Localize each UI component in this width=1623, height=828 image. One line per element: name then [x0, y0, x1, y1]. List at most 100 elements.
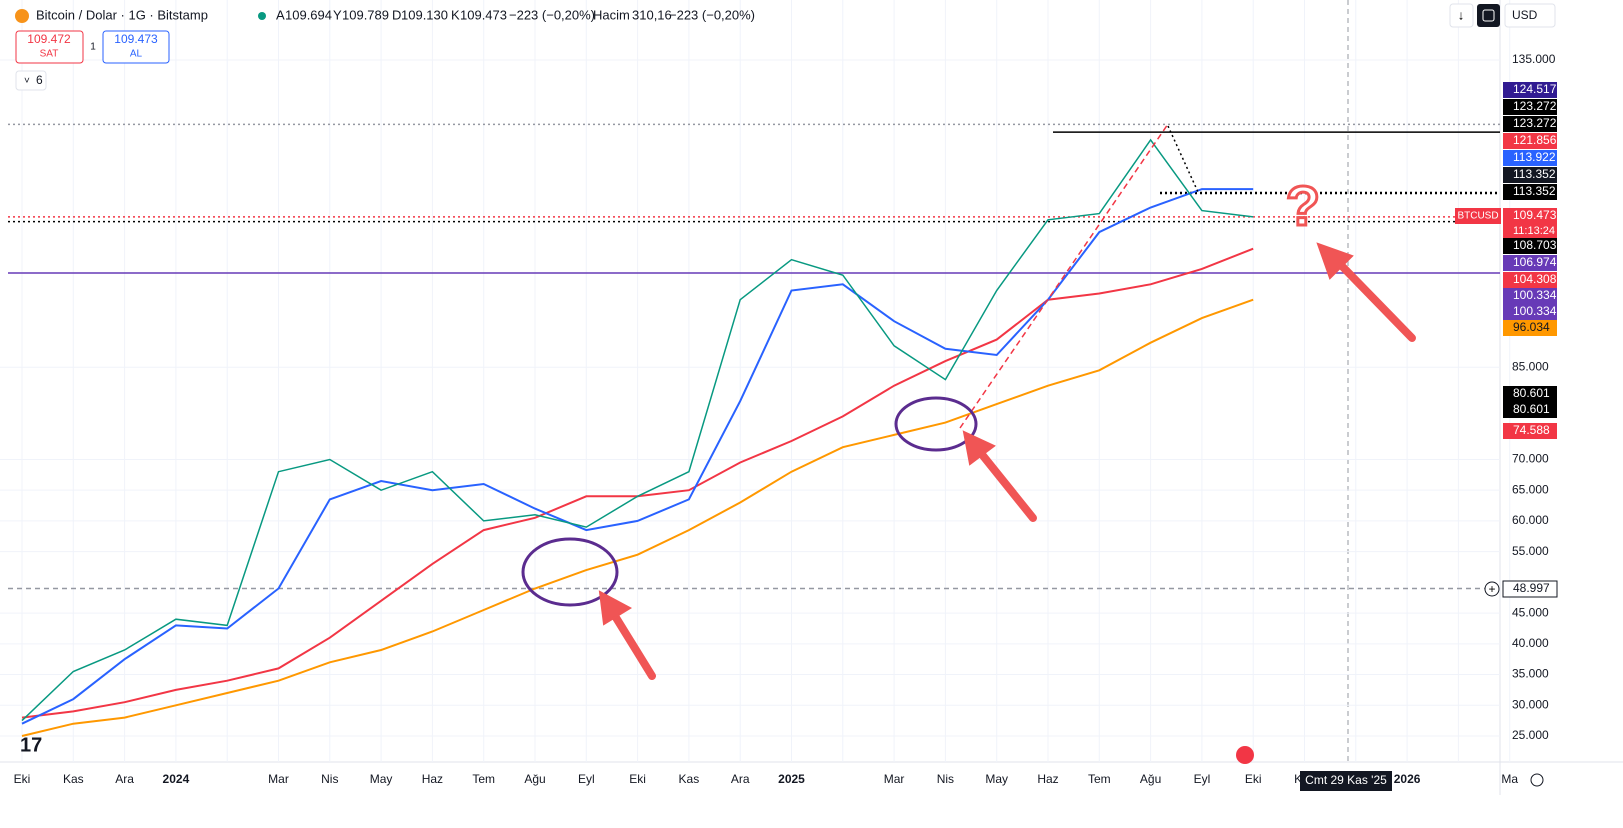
fullscreen-icon — [1482, 9, 1495, 22]
currency-select[interactable] — [1504, 3, 1556, 28]
y-tick-label: 70.000 — [1512, 452, 1549, 466]
price-label: 74.588 — [1513, 423, 1550, 437]
price-label-box — [1503, 272, 1557, 288]
buy-price: 109.473 — [114, 32, 158, 46]
price-label-box — [1503, 150, 1557, 166]
sell-price: 109.472 — [27, 32, 71, 46]
y-tick-label: 85.000 — [1512, 359, 1549, 373]
fullscreen-button[interactable] — [1477, 4, 1500, 27]
price-label-box — [1503, 304, 1557, 320]
price-label: 113.352 — [1513, 184, 1556, 198]
currency: USD — [1512, 8, 1538, 22]
price-label: 96.034 — [1513, 320, 1550, 334]
settings-icon[interactable] — [1530, 773, 1544, 787]
price-label-box — [1503, 208, 1557, 238]
buy-button[interactable] — [102, 30, 170, 64]
x-tick-label: May — [370, 772, 393, 786]
add-alert-button[interactable] — [1484, 581, 1500, 597]
price-label-box — [1503, 386, 1557, 402]
series-line — [21, 138, 1254, 722]
x-tick-label: Eki — [1245, 772, 1262, 786]
x-tick-label: Eki — [629, 772, 646, 786]
ohlc-change: −223 (−0,20%) — [509, 7, 595, 22]
arrow — [1334, 258, 1416, 342]
x-tick-label: 2024 — [163, 772, 190, 786]
price-label: 104.308 — [1513, 272, 1557, 286]
crosshair-date: Cmt 29 Kas '25 — [1305, 773, 1387, 787]
price-label: 108.703 — [1513, 238, 1557, 252]
ohlc-label: A — [276, 7, 285, 22]
y-tick-label: 65.000 — [1512, 482, 1549, 496]
price-label-box — [1503, 238, 1557, 254]
highlight-circle — [894, 396, 978, 452]
crosshair-date-box — [1300, 771, 1392, 791]
download-button[interactable] — [1449, 3, 1474, 28]
y-tick-label: 35.000 — [1512, 667, 1549, 681]
y-tick-label: 40.000 — [1512, 636, 1549, 650]
y-tick-label: 30.000 — [1512, 697, 1549, 711]
x-tick-label: Ağu — [1140, 772, 1161, 786]
indicators-toggle[interactable] — [15, 70, 47, 91]
plot — [0, 0, 1511, 762]
price-label-box — [1503, 320, 1557, 336]
coin-icon — [15, 9, 29, 23]
indicators-count: 6 — [36, 73, 43, 87]
x-tick-label: Ara — [731, 772, 750, 786]
price-label-box — [1503, 116, 1557, 132]
sell-button[interactable] — [15, 30, 84, 64]
add-alert-icon: + — [1488, 582, 1495, 596]
x-tick-label: Kas — [679, 772, 700, 786]
arrow-head — [962, 430, 996, 466]
price-label: 113.922 — [1513, 150, 1556, 164]
arrow-head — [598, 590, 633, 626]
arrow — [611, 612, 656, 680]
price-label: 123.272 — [1513, 116, 1557, 130]
price-label: 80.601 — [1513, 402, 1550, 416]
symbol-tag: BTCUSD — [1457, 211, 1498, 222]
x-tick-label: Eyl — [1194, 772, 1211, 786]
x-tick-label: Kas — [63, 772, 84, 786]
x-tick-label: Haz — [1037, 772, 1058, 786]
y-tick-label: 25.000 — [1512, 728, 1549, 742]
price-label: 113.352 — [1513, 167, 1556, 181]
price-label: 100.334 — [1513, 288, 1557, 302]
price-label-box — [1503, 288, 1557, 304]
trend-line — [959, 123, 1169, 429]
x-tick-label: 2026 — [1394, 772, 1421, 786]
price-label: 124.517 — [1513, 82, 1557, 96]
x-tick-label: Tem — [1088, 772, 1111, 786]
y-tick-label: 55.000 — [1512, 544, 1549, 558]
series-line — [21, 298, 1254, 737]
logo: 17 — [20, 734, 42, 756]
price-label-box — [1503, 255, 1557, 271]
price-label-box — [1502, 580, 1558, 598]
spread: 1 — [90, 42, 96, 53]
arrow — [976, 448, 1037, 522]
ohlc-value: 109.789 — [342, 7, 389, 22]
x-tick-label: Haz — [422, 772, 443, 786]
x-tick-label: Ara — [115, 772, 134, 786]
event-icon[interactable] — [1236, 746, 1254, 764]
ohlc-label: D — [392, 7, 401, 22]
question-mark: ? — [1286, 174, 1320, 237]
price-label-box — [1503, 133, 1557, 149]
x-tick-label: Nis — [937, 772, 954, 786]
highlight-circle — [521, 537, 619, 607]
price-label-box — [1503, 423, 1557, 439]
x-tick-label: May — [985, 772, 1008, 786]
ohlc-value: 109.130 — [401, 7, 448, 22]
price-label-box — [1503, 99, 1557, 115]
y-tick-label: 135.000 — [1512, 52, 1556, 66]
price-label: 48.997 — [1513, 581, 1550, 595]
buy-label: AL — [130, 49, 143, 60]
price-label-box — [1503, 167, 1557, 183]
symbol-title[interactable]: Bitcoin / Dolar · 1G · Bitstamp — [36, 7, 208, 22]
trend-line — [1167, 125, 1199, 193]
x-tick-label: Eyl — [578, 772, 595, 786]
price-label-box — [1503, 82, 1557, 98]
volume-value: 310,16 — [632, 7, 672, 22]
x-tick-label: Mar — [268, 772, 289, 786]
status-dot — [258, 12, 266, 20]
price-label: 123.272 — [1513, 99, 1557, 113]
